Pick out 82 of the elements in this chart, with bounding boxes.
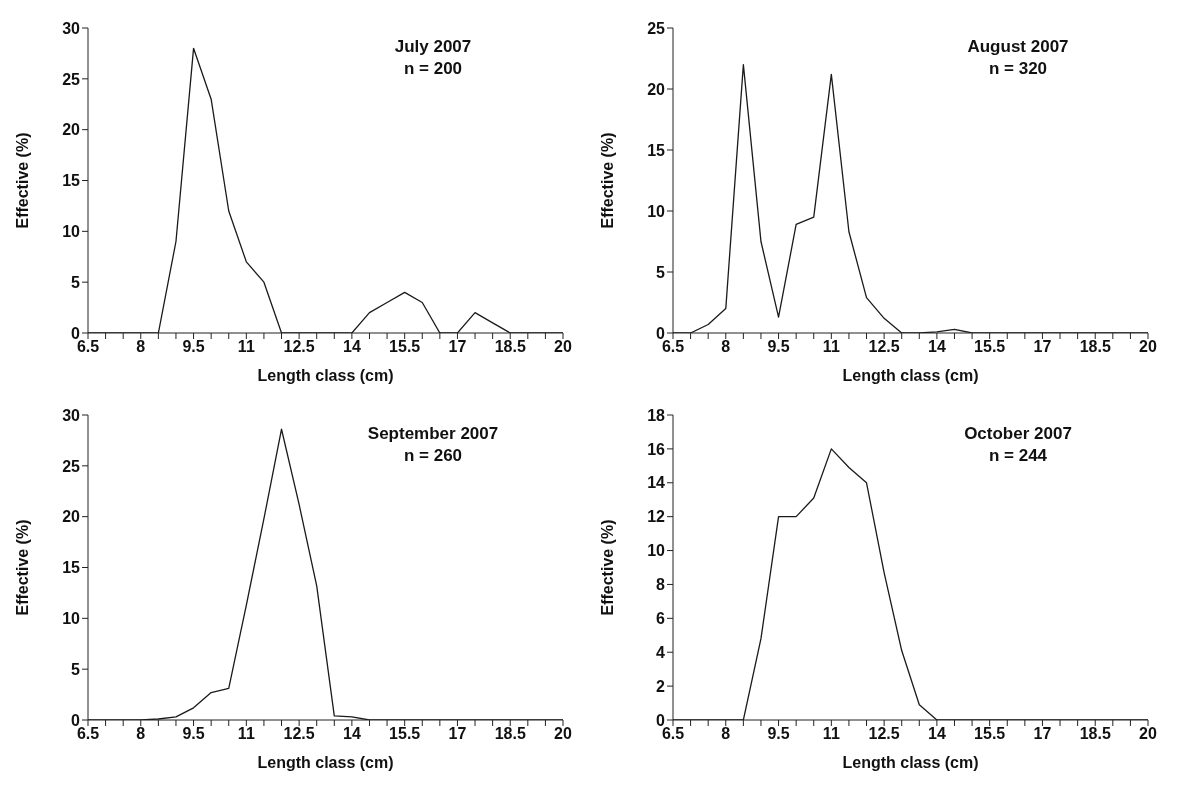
y-tick-label: 10: [647, 542, 666, 560]
x-tick-label: 6.5: [76, 338, 100, 356]
y-axis-title: Effective (%): [13, 519, 31, 616]
x-axis-title: Length class (cm): [257, 754, 394, 771]
y-tick-label: 2: [656, 677, 666, 695]
annotation: September 2007: [366, 423, 500, 445]
x-tick-label: 15.5: [389, 725, 421, 743]
x-tick-label: 17: [1033, 338, 1052, 356]
x-tick-label: 9.5: [767, 725, 790, 743]
x-tick-label: 9.5: [182, 725, 205, 743]
y-tick-label: 4: [656, 643, 666, 661]
x-tick-label: 17: [1033, 725, 1052, 743]
x-tick-label: 12.5: [283, 338, 315, 356]
annotation: August 2007: [966, 36, 1070, 58]
y-tick-label: 25: [647, 19, 666, 37]
x-axis-title: Length class (cm): [257, 367, 394, 384]
x-tick-label: 9.5: [182, 338, 205, 356]
y-tick-label: 18: [647, 406, 666, 424]
x-tick-label: 14: [927, 725, 946, 743]
x-axis-title: Length class (cm): [842, 754, 979, 771]
x-tick-label: 14: [927, 338, 946, 356]
x-tick-label: 12.5: [868, 338, 900, 356]
x-tick-label: 8: [136, 338, 146, 356]
x-tick-label: 6.5: [661, 725, 685, 743]
y-tick-label: 5: [656, 263, 666, 281]
x-tick-label: 18.5: [1079, 725, 1111, 743]
annotation: n = 260: [402, 445, 464, 467]
x-tick-label: 8: [721, 725, 731, 743]
x-tick-label: 6.5: [76, 725, 100, 743]
x-tick-label: 12.5: [283, 725, 315, 743]
y-tick-label: 15: [62, 559, 81, 577]
x-tick-label: 20: [554, 338, 572, 356]
y-tick-label: 6: [656, 610, 666, 628]
annotation: n = 244: [987, 445, 1049, 467]
y-tick-label: 10: [62, 223, 81, 241]
y-tick-label: 30: [62, 19, 81, 37]
y-tick-label: 20: [647, 80, 666, 98]
y-tick-label: 15: [62, 172, 81, 190]
annotation: October 2007: [963, 423, 1073, 445]
x-tick-label: 18.5: [1079, 338, 1111, 356]
x-tick-label: 11: [822, 725, 840, 743]
y-tick-label: 5: [71, 273, 81, 291]
x-tick-label: 9.5: [767, 338, 790, 356]
y-tick-label: 15: [647, 141, 666, 159]
y-tick-label: 12: [647, 508, 666, 526]
y-tick-label: 8: [656, 576, 666, 594]
x-tick-label: 15.5: [974, 725, 1006, 743]
y-axis-title: Effective (%): [13, 132, 31, 229]
y-tick-label: 25: [62, 457, 81, 475]
x-tick-label: 14: [342, 725, 361, 743]
x-tick-label: 20: [554, 725, 572, 743]
x-tick-label: 18.5: [494, 725, 526, 743]
y-tick-label: 14: [647, 474, 666, 492]
y-tick-label: 20: [62, 508, 81, 526]
x-tick-label: 17: [448, 725, 467, 743]
x-tick-label: 15.5: [974, 338, 1006, 356]
y-tick-label: 30: [62, 406, 81, 424]
x-tick-label: 14: [342, 338, 361, 356]
annotation: n = 200: [402, 58, 464, 80]
x-tick-label: 15.5: [389, 338, 421, 356]
y-tick-label: 10: [647, 202, 666, 220]
x-tick-label: 17: [448, 338, 467, 356]
x-tick-label: 20: [1139, 725, 1157, 743]
x-tick-label: 18.5: [494, 338, 526, 356]
x-tick-label: 11: [822, 338, 840, 356]
x-tick-label: 8: [136, 725, 146, 743]
x-tick-label: 8: [721, 338, 731, 356]
y-tick-label: 20: [62, 121, 81, 139]
x-tick-label: 20: [1139, 338, 1157, 356]
y-tick-label: 5: [71, 660, 81, 678]
x-axis-title: Length class (cm): [842, 367, 979, 384]
x-tick-label: 12.5: [868, 725, 900, 743]
y-axis-title: Effective (%): [598, 132, 616, 229]
annotation: n = 320: [987, 58, 1049, 80]
x-tick-label: 11: [237, 725, 255, 743]
y-tick-label: 16: [647, 440, 666, 458]
x-tick-label: 6.5: [661, 338, 685, 356]
x-tick-label: 11: [237, 338, 255, 356]
y-tick-label: 10: [62, 610, 81, 628]
annotation: July 2007: [393, 36, 473, 58]
y-axis-title: Effective (%): [598, 519, 616, 616]
y-tick-label: 25: [62, 70, 81, 88]
